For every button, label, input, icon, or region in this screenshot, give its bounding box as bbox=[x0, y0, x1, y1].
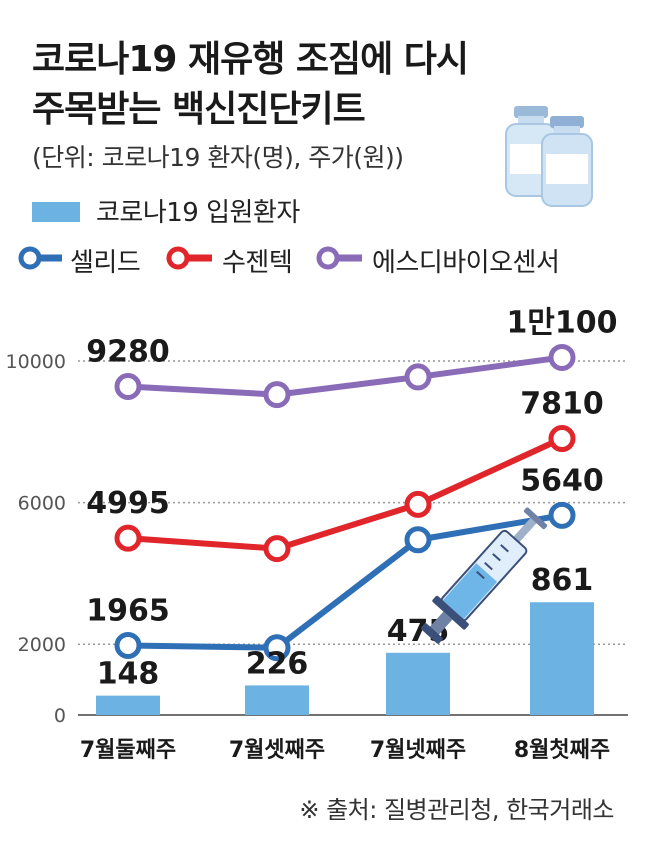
x-tick-label: 7월셋째주 bbox=[229, 738, 325, 763]
series-point bbox=[114, 524, 142, 552]
bars bbox=[96, 602, 594, 715]
series-point bbox=[114, 631, 142, 659]
y-tick-label: 10000 bbox=[6, 351, 66, 373]
series-point bbox=[114, 372, 142, 400]
legend-label-sdbio: 에스디바이오센서 bbox=[372, 248, 560, 278]
legend-label-celid: 셀리드 bbox=[70, 248, 141, 278]
series-value-label: 9280 bbox=[86, 334, 170, 369]
series-value-label: 1965 bbox=[86, 593, 170, 628]
series-point bbox=[404, 363, 432, 391]
y-tick-label: 0 bbox=[54, 705, 66, 727]
legend-swatch-celid bbox=[18, 246, 62, 270]
series-value-label: 7810 bbox=[520, 387, 604, 422]
series-point bbox=[548, 501, 576, 529]
y-tick-label: 6000 bbox=[18, 493, 66, 515]
bar-value-label: 148 bbox=[97, 657, 160, 692]
series-point bbox=[548, 425, 576, 453]
series-value-label: 5640 bbox=[520, 463, 604, 498]
series-point bbox=[263, 535, 291, 563]
syringe-icon bbox=[421, 507, 548, 644]
legend-bar-swatch bbox=[32, 202, 80, 222]
series-line bbox=[127, 512, 563, 651]
series-point bbox=[404, 490, 432, 518]
legend-label-sugentech: 수젠텍 bbox=[222, 248, 293, 278]
series-point bbox=[548, 343, 576, 371]
chart-title-line2: 주목받는 백신진단키트 bbox=[32, 89, 366, 130]
series-line bbox=[127, 354, 563, 398]
x-tick-label: 8월첫째주 bbox=[514, 738, 610, 763]
legend-bar-label: 코로나19 입원환자 bbox=[96, 198, 300, 228]
x-tick-label: 7월넷째주 bbox=[370, 738, 466, 763]
series-line bbox=[127, 435, 564, 552]
source-note: ※ 출처: 질병관리청, 한국거래소 bbox=[299, 796, 614, 824]
chart-title-line1: 코로나19 재유행 조짐에 다시 bbox=[32, 39, 469, 80]
y-axis-ticks: 0 2000 6000 10000 bbox=[6, 351, 66, 727]
bar bbox=[530, 602, 594, 715]
bar-value-label: 861 bbox=[531, 563, 594, 598]
series-value-label: 1만100 bbox=[506, 305, 617, 340]
unit-note: (단위: 코로나19 환자(명), 주가(원)) bbox=[32, 143, 404, 172]
bar bbox=[386, 652, 450, 715]
x-tick-label: 7월둘째주 bbox=[80, 738, 176, 763]
x-axis-labels: 7월둘째주 7월셋째주 7월넷째주 8월첫째주 bbox=[80, 738, 610, 763]
bar-value-label: 226 bbox=[246, 646, 309, 681]
bar bbox=[245, 685, 309, 715]
y-tick-label: 2000 bbox=[18, 634, 66, 656]
legend-swatch-sdbio bbox=[316, 246, 362, 270]
series-value-label: 4995 bbox=[86, 486, 170, 521]
vaccine-vials-icon bbox=[505, 106, 593, 207]
series-point bbox=[263, 634, 291, 662]
legend-swatch-sugentech bbox=[166, 246, 212, 270]
bar bbox=[96, 695, 160, 715]
series-lines bbox=[114, 343, 576, 662]
legend-lines bbox=[18, 246, 362, 270]
series-point bbox=[263, 381, 291, 409]
series-point bbox=[404, 526, 432, 554]
